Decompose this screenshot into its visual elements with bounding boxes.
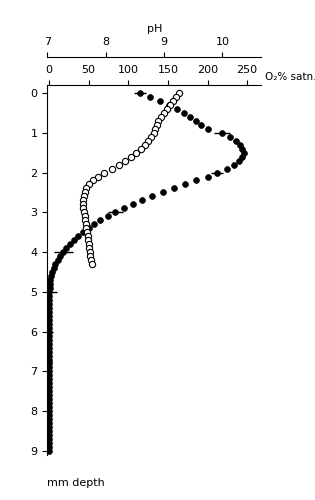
Text: O₂% satn.: O₂% satn.	[265, 72, 315, 83]
X-axis label: pH: pH	[147, 24, 162, 34]
Text: mm depth: mm depth	[47, 478, 105, 488]
